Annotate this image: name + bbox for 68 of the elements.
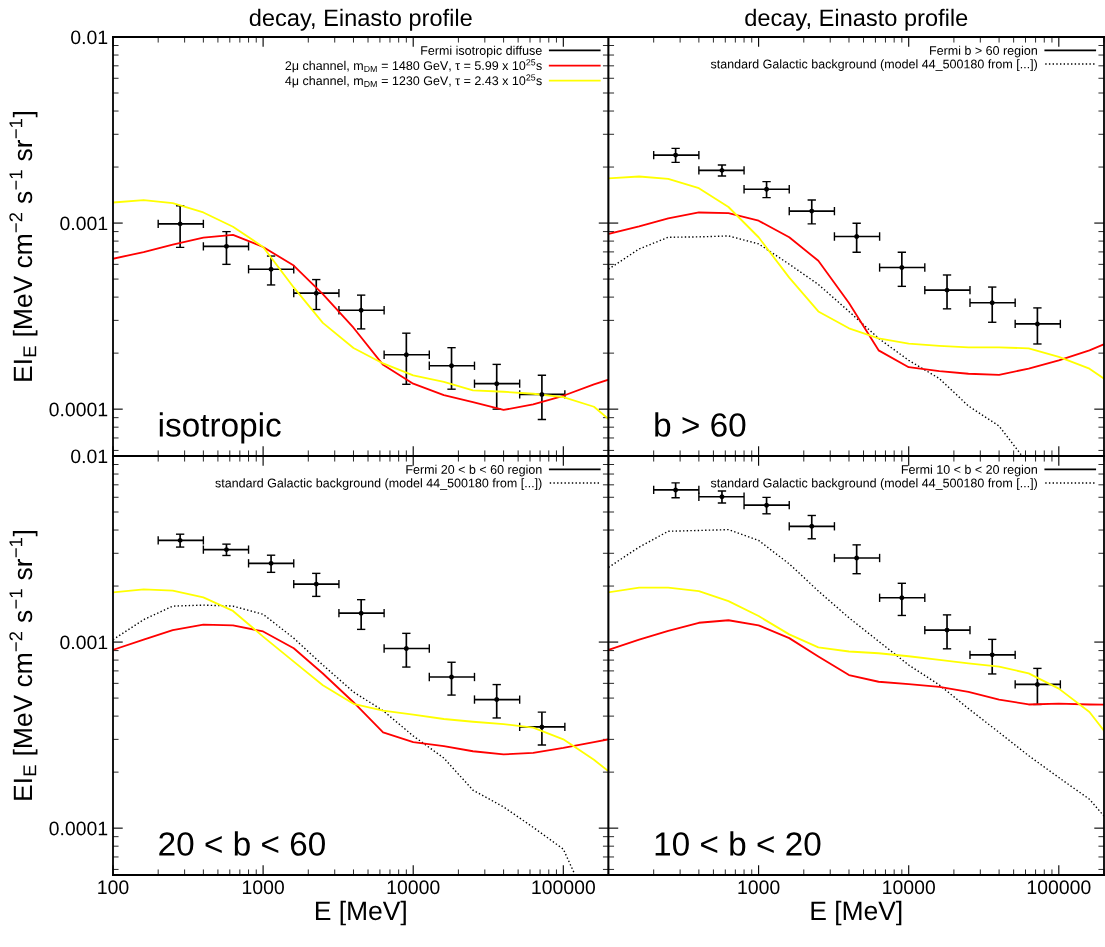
point — [449, 674, 454, 680]
y-tick-label: 0.001 — [60, 635, 108, 650]
legend-label: Fermi b > 60 region — [930, 45, 1037, 58]
point — [719, 494, 725, 500]
y-tick-label: 0.01 — [71, 449, 108, 464]
x-axis-title: E [MeV] — [315, 900, 406, 926]
text: EI$_{E}$ [MeV cm$^{−2}$ s$^{−1}$ sr$^{−1}$] — [9, 531, 38, 800]
legend-label: standard Galactic background (model 44_500180 from [...]) — [710, 59, 1037, 71]
point — [449, 363, 454, 369]
legend-label: Fermi 10 < b < 20 region — [901, 464, 1037, 477]
legend-label: standard Galactic background (model 44_500180 from [...]) — [215, 478, 542, 490]
point — [989, 652, 995, 658]
point — [1034, 682, 1040, 687]
y-tick-label: 0.01 — [71, 30, 108, 45]
point — [899, 265, 905, 270]
legend-label: standard Galactic background (model 44_500180 from [...]) — [710, 478, 1037, 490]
chart-title: decay, Einasto profile — [249, 8, 472, 31]
point — [944, 287, 950, 293]
chart-title: decay, Einasto profile — [745, 8, 968, 31]
point — [1034, 321, 1040, 327]
point — [403, 646, 409, 651]
point — [854, 234, 860, 239]
point — [539, 391, 545, 397]
point — [809, 523, 815, 529]
annotation: isotropic — [159, 412, 281, 444]
point — [313, 581, 319, 587]
x-tick-label: 1000 — [738, 880, 780, 895]
point — [268, 266, 274, 272]
point — [719, 167, 725, 173]
x-tick-label: 100 — [98, 880, 129, 895]
point — [313, 290, 319, 296]
point — [403, 352, 409, 358]
text: EI$_{E}$ [MeV cm$^{−2}$ s$^{−1}$ sr$^{−1}$] — [9, 112, 38, 381]
point — [177, 221, 183, 227]
point — [358, 610, 364, 616]
point — [809, 208, 815, 214]
point — [224, 243, 229, 249]
point — [224, 547, 229, 553]
point — [539, 724, 545, 730]
point — [764, 186, 770, 192]
y-tick-label: 0.0001 — [49, 402, 108, 417]
point — [358, 307, 364, 313]
y-tick-label: 0.0001 — [49, 821, 108, 836]
x-tick-label: 100000 — [1027, 880, 1091, 895]
point — [944, 627, 950, 633]
annotation: 20 < b < 60 — [159, 831, 325, 856]
point — [673, 487, 679, 493]
x-tick-label: 100000 — [532, 880, 595, 895]
x-axis-title: E [MeV] — [811, 900, 902, 926]
point — [673, 152, 679, 158]
point — [854, 555, 860, 561]
x-tick-label: 10000 — [387, 880, 440, 895]
legend-label: 4μ channel, m$_{DM}$ = 1230 GeV, τ = 2.43 x 10$^{25}$s — [285, 74, 542, 88]
point — [899, 595, 905, 601]
point — [177, 537, 183, 543]
y-tick-label: 0.001 — [60, 216, 108, 231]
x-tick-label: 1000 — [242, 880, 284, 895]
legend-label: Fermi 20 < b < 60 region — [406, 464, 542, 477]
point — [268, 560, 274, 566]
legend-label: Fermi isotropic diffuse — [421, 45, 542, 58]
annotation: b > 60 — [655, 412, 746, 437]
annotation: 10 < b < 20 — [655, 831, 821, 856]
point — [764, 502, 770, 508]
legend-label: 2μ channel, m$_{DM}$ = 1480 GeV, τ = 5.99 x 10$^{25}$s — [285, 59, 542, 73]
point — [494, 381, 500, 387]
point — [989, 300, 995, 306]
x-tick-label: 10000 — [883, 880, 935, 895]
point — [494, 697, 500, 702]
